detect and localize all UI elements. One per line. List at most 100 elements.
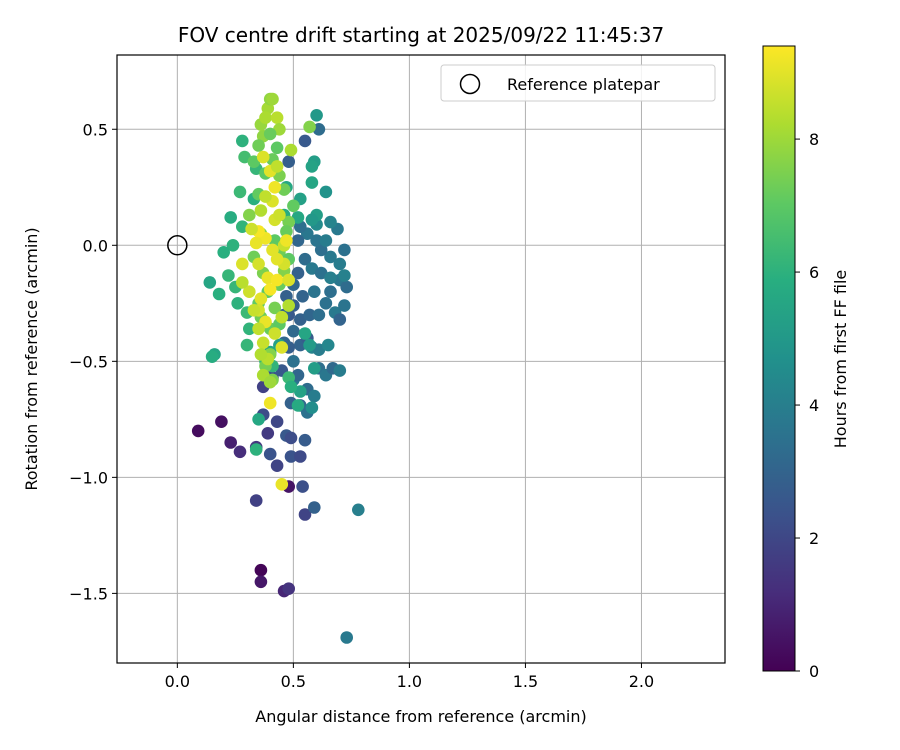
scatter-point [319,234,333,247]
scatter-point [287,324,300,338]
scatter-point [319,185,333,199]
scatter-point [203,276,217,289]
scatter-point [263,375,277,389]
scatter-point [238,150,251,164]
scatter-point [245,222,258,236]
colorbar-gradient [762,45,796,672]
scatter-point [340,631,354,644]
grid-lines [117,55,725,663]
scatter-point [305,160,319,173]
legend: Reference platepar [440,64,716,102]
scatter-point [284,380,298,394]
scatter-point [284,431,298,445]
scatter-point [352,503,365,517]
scatter-point [298,508,312,521]
colorbar: 0 2 4 6 8 Hours from first FF file [762,45,850,681]
scatter-point [270,415,284,429]
scatter-point [266,92,279,106]
scatter-point [298,252,312,266]
data-points [191,92,365,644]
legend-box [440,64,716,102]
y-tick-label: −1.0 [69,468,108,487]
scatter-point [247,304,261,317]
scatter-point [314,266,328,280]
scatter-point [294,313,307,326]
scatter-point [205,350,219,364]
scatter-point [256,336,270,350]
scatter-point [314,243,328,257]
scatter-point [310,234,323,247]
scatter-point [340,280,354,294]
scatter-point [212,287,226,301]
scatter-point [270,111,284,124]
scatter-point [291,266,305,280]
scatter-point [284,143,298,157]
scatter-point [338,243,351,257]
scatter-point [275,341,289,354]
y-tick-label: 0.0 [83,236,108,255]
scatter-point [222,269,235,282]
scatter-point [291,399,305,412]
scatter-point [294,450,307,463]
scatter-point [252,257,265,271]
scatter-point [224,436,237,449]
scatter-point [275,310,289,324]
scatter-point [312,343,326,357]
scatter-point [254,575,268,589]
colorbar-ticks: 0 2 4 6 8 [795,130,819,681]
scatter-point [268,181,282,194]
scatter-point [249,494,263,507]
scatter-point [282,273,296,287]
scatter-point [324,271,337,285]
scatter-point [287,355,300,368]
scatter-point [268,327,282,340]
scatter-point [226,239,240,252]
scatter-point [252,139,265,152]
legend-label: Reference platepar [507,75,660,94]
scatter-point [252,322,265,336]
scatter-point [243,285,256,299]
y-axis-ticks: 0.5 0.0 −0.5 −1.0 −1.5 [69,120,117,603]
scatter-point [338,269,351,282]
scatter-point [270,141,284,155]
scatter-point [266,243,279,257]
scatter-point [298,134,312,148]
scatter-point [273,208,286,222]
scatter-point [254,563,268,577]
scatter-point [249,236,263,250]
scatter-point [215,415,228,429]
scatter-point [280,234,293,247]
scatter-point [333,257,347,271]
scatter-point [298,327,312,340]
scatter-point [305,262,319,275]
scatter-point [224,211,237,224]
colorbar-tick-label: 2 [809,529,819,548]
scatter-point [240,338,254,352]
scatter-point [263,447,277,461]
scatter-point [282,299,296,312]
scatter-point [254,292,268,306]
scatter-point [310,109,323,122]
colorbar-tick-label: 6 [809,263,819,282]
x-tick-label: 2.0 [629,672,654,691]
scatter-point [263,283,277,296]
scatter-point [324,285,337,299]
scatter-point [275,478,289,491]
y-tick-label: 0.5 [83,120,108,139]
scatter-point [236,257,249,271]
scatter-point [270,252,284,266]
colorbar-tick-label: 8 [809,130,819,149]
scatter-point [296,480,309,493]
scatter-point [321,338,335,352]
scatter-point [287,199,300,213]
colorbar-tick-label: 4 [809,396,819,415]
scatter-point [308,389,321,403]
scatter-point [236,134,249,148]
scatter-point [259,190,272,203]
plot-frame [116,54,726,664]
colorbar-label: Hours from first FF file [831,270,850,449]
y-tick-label: −0.5 [69,352,108,371]
chart-title: FOV centre drift starting at 2025/09/22 … [178,23,664,47]
scatter-point [291,211,305,224]
scatter-point [217,246,230,259]
